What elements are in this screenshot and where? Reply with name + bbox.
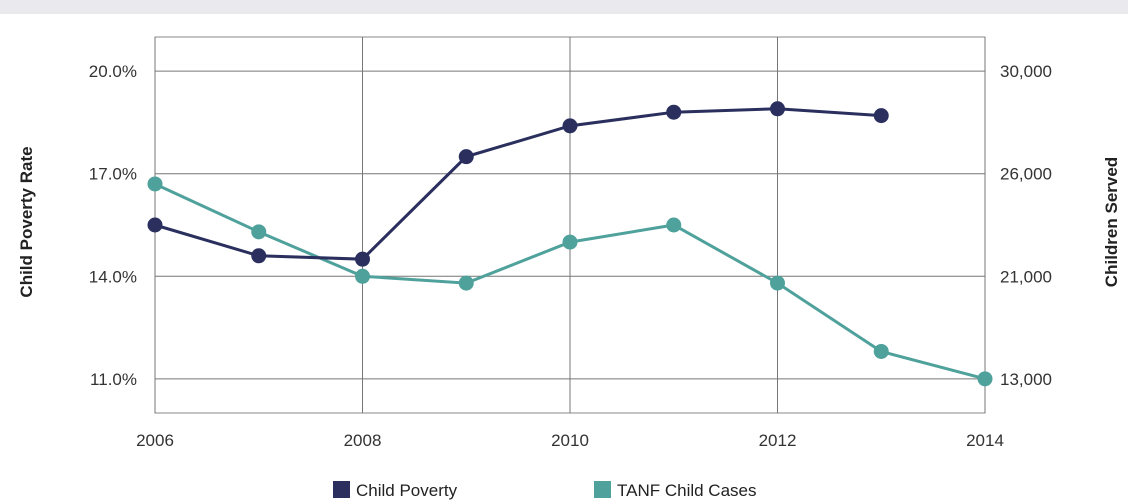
legend-swatch-tanf-child-cases bbox=[594, 481, 611, 498]
y-right-tick-label: 21,000 bbox=[1000, 267, 1052, 286]
data-point-child-poverty bbox=[770, 101, 785, 117]
series-line-child-poverty bbox=[154, 107, 882, 261]
x-tick-label: 2010 bbox=[551, 431, 589, 450]
y-axis-left-title: Child Poverty Rate bbox=[17, 146, 36, 297]
y-right-tick-label: 26,000 bbox=[1000, 165, 1052, 184]
data-point-tanf-child-cases bbox=[666, 217, 682, 233]
data-point-tanf-child-cases bbox=[355, 268, 370, 284]
data-point-child-poverty bbox=[873, 108, 889, 124]
y-left-tick-label: 20.0% bbox=[89, 62, 137, 81]
y-left-tick-label: 11.0% bbox=[90, 370, 137, 389]
data-point-child-poverty bbox=[147, 217, 163, 233]
data-point-tanf-child-cases bbox=[147, 176, 163, 192]
chart-background bbox=[0, 14, 1128, 501]
data-point-tanf-child-cases bbox=[251, 224, 267, 240]
data-point-tanf-child-cases bbox=[562, 234, 578, 250]
x-tick-label: 2012 bbox=[759, 431, 797, 450]
data-point-tanf-child-cases bbox=[873, 343, 889, 359]
tick-labels: 2006 2008 2010 2012 2014 20.0% 30,000 17.0% 26,0… bbox=[89, 62, 1052, 450]
legend-label-tanf-child-cases: TANF Child Cases bbox=[617, 481, 757, 500]
data-point-tanf-child-cases bbox=[458, 275, 474, 291]
y-right-tick-label: 30,000 bbox=[1000, 62, 1052, 81]
grid bbox=[154, 36, 986, 414]
legend-swatch-child-poverty bbox=[333, 481, 350, 498]
data-point-tanf-child-cases bbox=[977, 371, 993, 387]
series-tanf-child-cases bbox=[147, 176, 993, 387]
data-point-child-poverty bbox=[251, 248, 267, 264]
series-layer bbox=[147, 101, 993, 387]
x-tick-label: 2014 bbox=[966, 431, 1004, 450]
data-point-tanf-child-cases bbox=[770, 275, 785, 291]
series-child-poverty bbox=[147, 101, 889, 267]
data-point-child-poverty bbox=[355, 251, 370, 267]
legend: Child Poverty TANF Child Cases bbox=[333, 481, 757, 500]
y-left-tick-label: 14.0% bbox=[89, 267, 137, 286]
data-point-child-poverty bbox=[458, 149, 474, 165]
x-tick-label: 2006 bbox=[136, 431, 174, 450]
legend-label-child-poverty: Child Poverty bbox=[356, 481, 458, 500]
y-left-tick-label: 17.0% bbox=[89, 165, 137, 184]
data-point-child-poverty bbox=[562, 118, 578, 134]
x-tick-label: 2008 bbox=[344, 431, 382, 450]
y-right-tick-label: 13,000 bbox=[1000, 370, 1052, 389]
data-point-child-poverty bbox=[666, 104, 682, 120]
y-axis-right-title: Children Served bbox=[1102, 157, 1121, 287]
